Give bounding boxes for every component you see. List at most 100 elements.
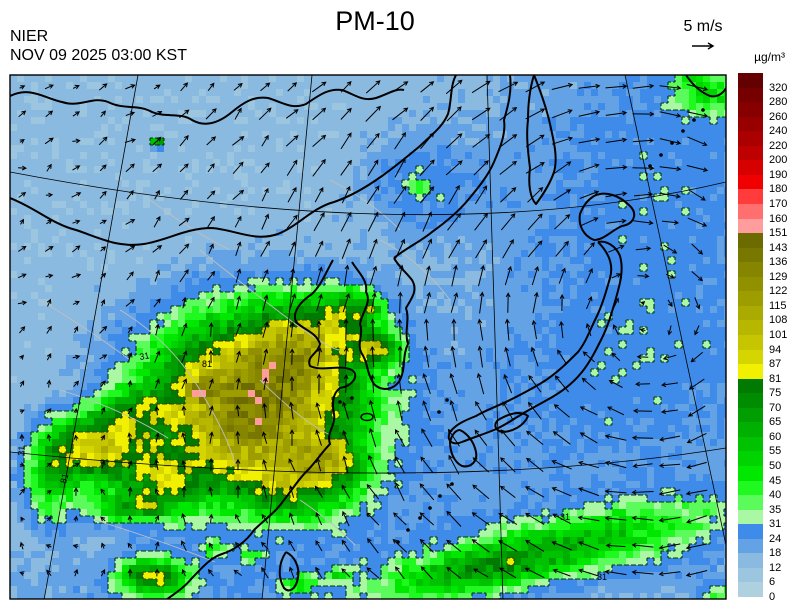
colorbar-segment [738, 567, 763, 583]
island-dot [701, 108, 705, 112]
admin-border [59, 389, 169, 439]
colorbar-tick-label: 70 [769, 401, 782, 414]
colorbar-segment [738, 422, 763, 438]
colorbar-tick-label: 260 [769, 110, 788, 123]
colorbar-tick-label: 180 [769, 183, 788, 196]
island-dot [338, 400, 342, 404]
colorbar-tick-label: 200 [769, 154, 788, 167]
colorbar-segment [738, 204, 763, 220]
admin-border [94, 519, 216, 563]
map-frame [9, 74, 727, 600]
colorbar: 320 280 260 240 220 200 190 180 170 160 151 143 136 1… [738, 73, 798, 603]
island-dot [418, 516, 422, 520]
island-dot [659, 153, 663, 157]
colorbar-tick-label: 170 [769, 198, 788, 210]
colorbar-segment [738, 480, 763, 496]
colorbar-tick-label: 151 [769, 227, 788, 240]
island-jeju [360, 412, 374, 422]
colorbar-tick-label: 18 [769, 547, 782, 560]
colorbar-segment [738, 378, 763, 394]
colorbar-tick-label: 75 [769, 387, 782, 400]
colorbar-tick-label: 240 [769, 125, 788, 138]
admin-border [259, 379, 331, 436]
agency-label: NIER [10, 28, 49, 45]
colorbar-segment [738, 145, 763, 161]
island-dot [428, 506, 432, 510]
colorbar-tick-label: 320 [769, 81, 788, 94]
coastline [447, 240, 623, 445]
colorbar-segment [738, 73, 763, 89]
colorbar-segment [738, 102, 763, 118]
colorbar-segment [738, 174, 763, 190]
admin-border [149, 199, 231, 251]
colorbar-segment [738, 364, 763, 380]
island-dot [406, 528, 410, 532]
coastline [351, 257, 416, 390]
graticule-line [261, 75, 313, 599]
colorbar-tick-label: 45 [769, 474, 782, 487]
colorbar-tick-label: 190 [769, 168, 788, 181]
colorbar-tick-label: 101 [769, 329, 788, 341]
colorbar-tick-label: 81 [769, 372, 782, 385]
contour-label: 81 [58, 472, 70, 484]
colorbar-tick-label: 60 [769, 430, 782, 443]
colorbar-segment [738, 509, 763, 525]
colorbar-segment [738, 233, 763, 249]
colorbar-segment [738, 407, 763, 423]
colorbar-tick-label: 50 [769, 460, 782, 472]
contour-label: 31 [139, 350, 151, 362]
colorbar-tick-label: 129 [769, 270, 788, 283]
colorbar-tick-label: 136 [769, 256, 788, 269]
graticule-line [10, 171, 726, 216]
map-layers [10, 75, 726, 599]
valid-datetime-label: NOV 09 2025 03:00 KST [10, 47, 187, 64]
island-dot [692, 118, 696, 122]
contour-label: 81 [202, 359, 212, 369]
colorbar-segment [738, 131, 763, 147]
colorbar-segment [738, 87, 763, 103]
colorbar-tick-label: 40 [769, 489, 782, 502]
island-dot [445, 398, 449, 402]
colorbar-segment [738, 436, 763, 452]
coastline [494, 412, 529, 433]
coastline [526, 75, 557, 205]
wind-arrows [17, 79, 709, 580]
colorbar-segment [738, 524, 763, 540]
coastline [685, 75, 726, 98]
admin-border [39, 299, 131, 361]
colorbar-tick-label: 65 [769, 416, 782, 429]
island-dot [438, 494, 442, 498]
colorbar-segment [738, 218, 763, 234]
colorbar-tick-label: 108 [769, 314, 788, 327]
coastline [165, 259, 357, 599]
colorbar-segment [738, 582, 763, 598]
colorbar-segment [738, 247, 763, 263]
colorbar-tick-label: 12 [769, 561, 782, 574]
coastline [278, 551, 300, 592]
colorbar-tick-label: 87 [769, 358, 782, 371]
wind-scale-label: 5 m/s [683, 18, 723, 35]
contour-label: 31 [560, 512, 570, 522]
colorbar-tick-label: 6 [769, 576, 776, 589]
colorbar-tick-label: 94 [769, 343, 782, 356]
colorbar-tick-label: 122 [769, 285, 788, 298]
colorbar-segment [738, 466, 763, 482]
contour-label: 31 [597, 572, 607, 582]
colorbar-tick-label: 280 [769, 96, 788, 109]
colorbar-segment [738, 495, 763, 511]
concentration-grid [10, 75, 726, 599]
colorbar-segment [738, 291, 763, 307]
colorbar-tick-label: 160 [769, 212, 788, 225]
colorbar-segment [738, 538, 763, 554]
colorbar-tick-label: 0 [769, 591, 776, 603]
colorbar-segment [738, 305, 763, 321]
island-dot [450, 482, 454, 486]
colorbar-tick-label: 35 [769, 503, 782, 516]
contour-label: 31 [16, 445, 27, 456]
colorbar-segment [738, 276, 763, 292]
colorbar-tick-label: 143 [769, 241, 788, 254]
colorbar-tick-label: 24 [769, 532, 782, 545]
admin-border [299, 499, 356, 546]
colorbar-segment [738, 320, 763, 336]
